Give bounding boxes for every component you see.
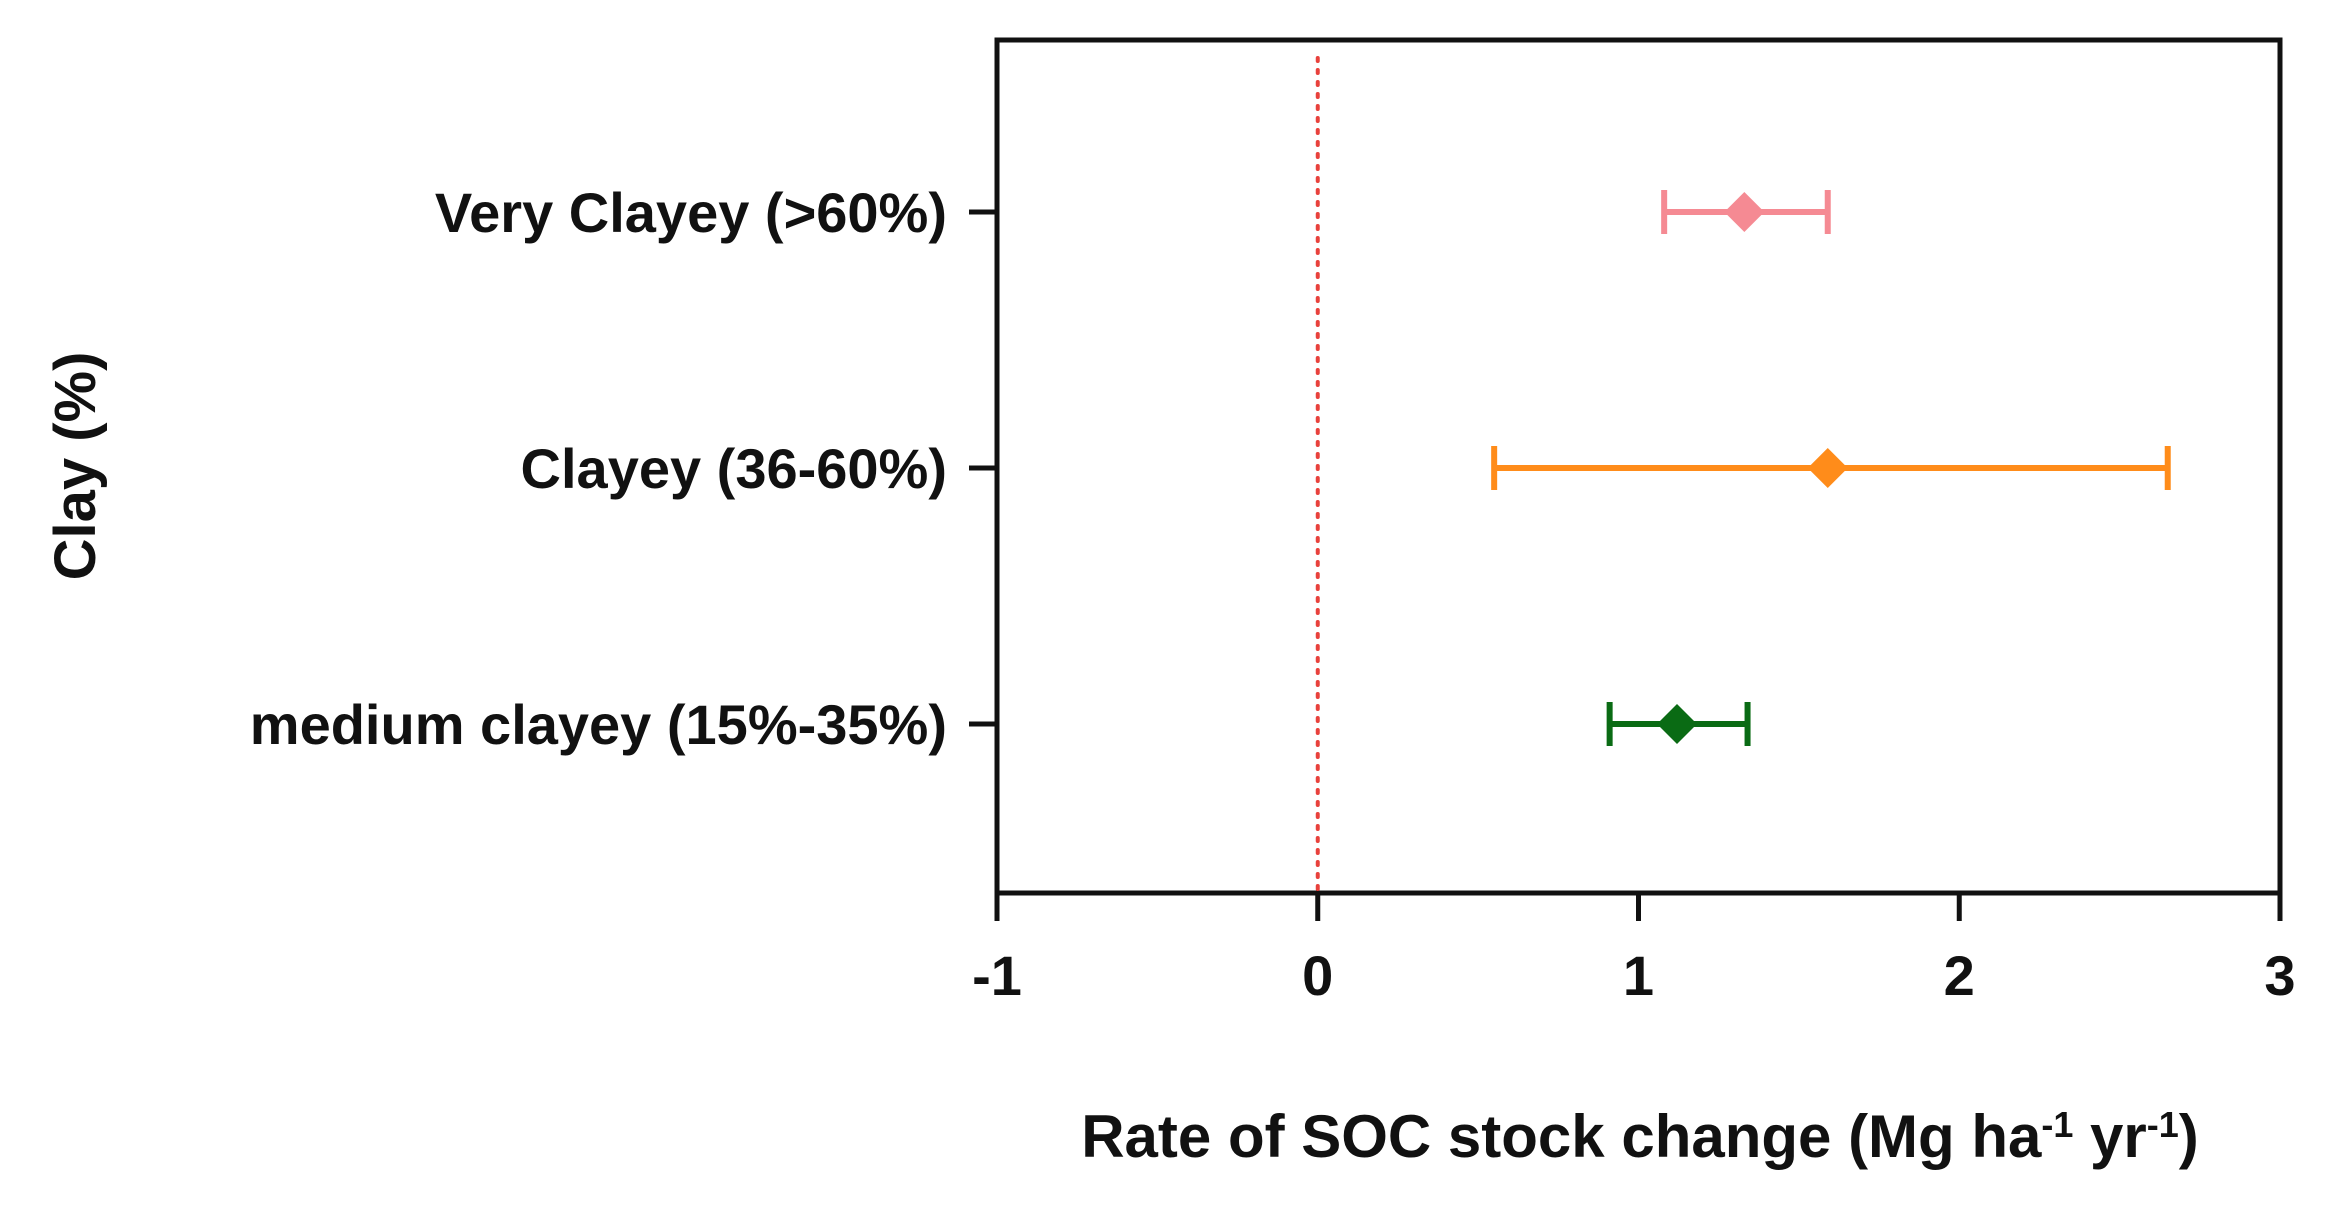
x-tick-label: 0 <box>1302 944 1333 1007</box>
y-axis-title: Clay (%) <box>43 352 108 581</box>
point-estimate-marker <box>1724 192 1765 232</box>
x-axis-title-superscript: -1 <box>2041 1104 2073 1145</box>
x-axis-title-segment: yr <box>2073 1103 2146 1170</box>
x-tick-label: 3 <box>2264 944 2295 1007</box>
x-axis-title-segment: Rate of SOC stock change (Mg ha <box>1081 1103 2042 1170</box>
data-series <box>1491 190 2171 746</box>
y-tick-label: medium clayey (15%-35%) <box>250 693 947 756</box>
y-tick-label: Very Clayey (>60%) <box>435 181 947 244</box>
y-tick-label: Clayey (36-60%) <box>521 437 947 500</box>
x-tick-label: 1 <box>1623 944 1654 1007</box>
x-tick-label: -1 <box>972 944 1022 1007</box>
x-axis: -1 0 1 2 3 <box>972 893 2296 1007</box>
point-estimate-marker <box>1656 704 1697 744</box>
x-axis-title-segment: ) <box>2179 1103 2199 1170</box>
point-estimate-marker <box>1807 448 1848 488</box>
x-axis-title: Rate of SOC stock change (Mg ha-1 yr-1) <box>1081 1103 2199 1170</box>
x-axis-title-superscript: -1 <box>2147 1104 2179 1145</box>
y-axis: Very Clayey (>60%) Clayey (36-60%) medium … <box>250 181 997 756</box>
x-tick-label: 2 <box>1944 944 1975 1007</box>
